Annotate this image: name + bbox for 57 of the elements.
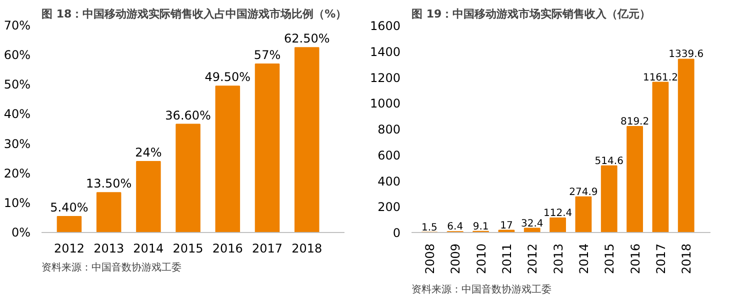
- x-tick-label: 2016: [628, 243, 642, 274]
- y-tick-label: 800: [378, 122, 400, 136]
- data-label: 57%: [254, 48, 281, 62]
- text: 资料来源：中国音数协游戏工委: [412, 284, 552, 296]
- data-label: 17: [500, 220, 513, 232]
- y-tick-label: 20%: [4, 166, 30, 180]
- y-tick-label: 50%: [4, 78, 30, 92]
- x-tick-label: 2013: [94, 242, 124, 256]
- chart-title: 图 19：中国移动游戏市场实际销售收入（亿元）: [412, 8, 651, 20]
- data-label: 514.6: [594, 156, 624, 167]
- data-label: 9.1: [472, 221, 489, 232]
- y-tick-label: 40%: [4, 107, 30, 122]
- x-tick-label: 2014: [576, 243, 591, 274]
- x-tick-label: 2015: [602, 243, 617, 274]
- y-tick-label: 1400: [370, 44, 401, 59]
- x-tick-label: 2015: [172, 242, 204, 256]
- x-tick-label: 2011: [500, 243, 514, 274]
- data-label: 819.2: [620, 116, 650, 128]
- data-label: 6.4: [447, 222, 464, 233]
- y-tick-label: 30%: [4, 136, 30, 151]
- data-label: 1339.6: [668, 49, 704, 60]
- data-label: 24%: [135, 146, 162, 160]
- text: 资料来源：中国音数协游戏工委: [42, 262, 182, 274]
- data-label: 32.4: [520, 218, 544, 230]
- y-tick-label: 60%: [4, 48, 30, 62]
- x-tick-label: 2009: [448, 243, 463, 274]
- data-label: 5.40%: [50, 200, 88, 215]
- x-tick-label: 2017: [252, 242, 283, 256]
- y-tick-label: 1200: [370, 70, 401, 85]
- x-tick-label: 2016: [212, 242, 243, 256]
- data-label: 1161.2: [642, 72, 678, 84]
- x-tick-label: 2008: [422, 243, 437, 274]
- x-tick-label: 2018: [680, 243, 694, 274]
- y-tick-label: 0%: [11, 226, 31, 240]
- data-label: 112.4: [543, 208, 572, 219]
- data-label: 36.60%: [165, 108, 211, 122]
- x-tick-label: 2012: [526, 243, 540, 274]
- x-tick-label: 2012: [54, 242, 85, 256]
- y-tick-label: 0: [392, 226, 401, 240]
- y-tick-label: 10%: [4, 196, 30, 210]
- data-label: 13.50%: [86, 176, 132, 191]
- x-tick-label: 2013: [551, 243, 566, 274]
- x-tick-label: 2017: [654, 243, 668, 274]
- y-tick-label: 1600: [370, 19, 401, 33]
- x-tick-label: 2018: [292, 242, 322, 256]
- y-tick-label: 1000: [370, 96, 401, 111]
- chart-title: 图 18：中国移动游戏实际销售收入占中国游戏市场比例（%）: [42, 8, 347, 20]
- y-tick-label: 600: [378, 148, 400, 162]
- y-tick-label: 200: [378, 200, 400, 214]
- x-tick-label: 2010: [474, 243, 488, 274]
- data-label: 274.9: [569, 186, 598, 198]
- y-tick-label: 70%: [4, 18, 30, 32]
- data-label: 1.5: [422, 222, 438, 234]
- x-tick-label: 2014: [133, 242, 164, 256]
- y-tick-label: 400: [378, 174, 400, 188]
- data-label: 62.50%: [284, 32, 330, 46]
- data-label: 49.50%: [204, 70, 251, 84]
